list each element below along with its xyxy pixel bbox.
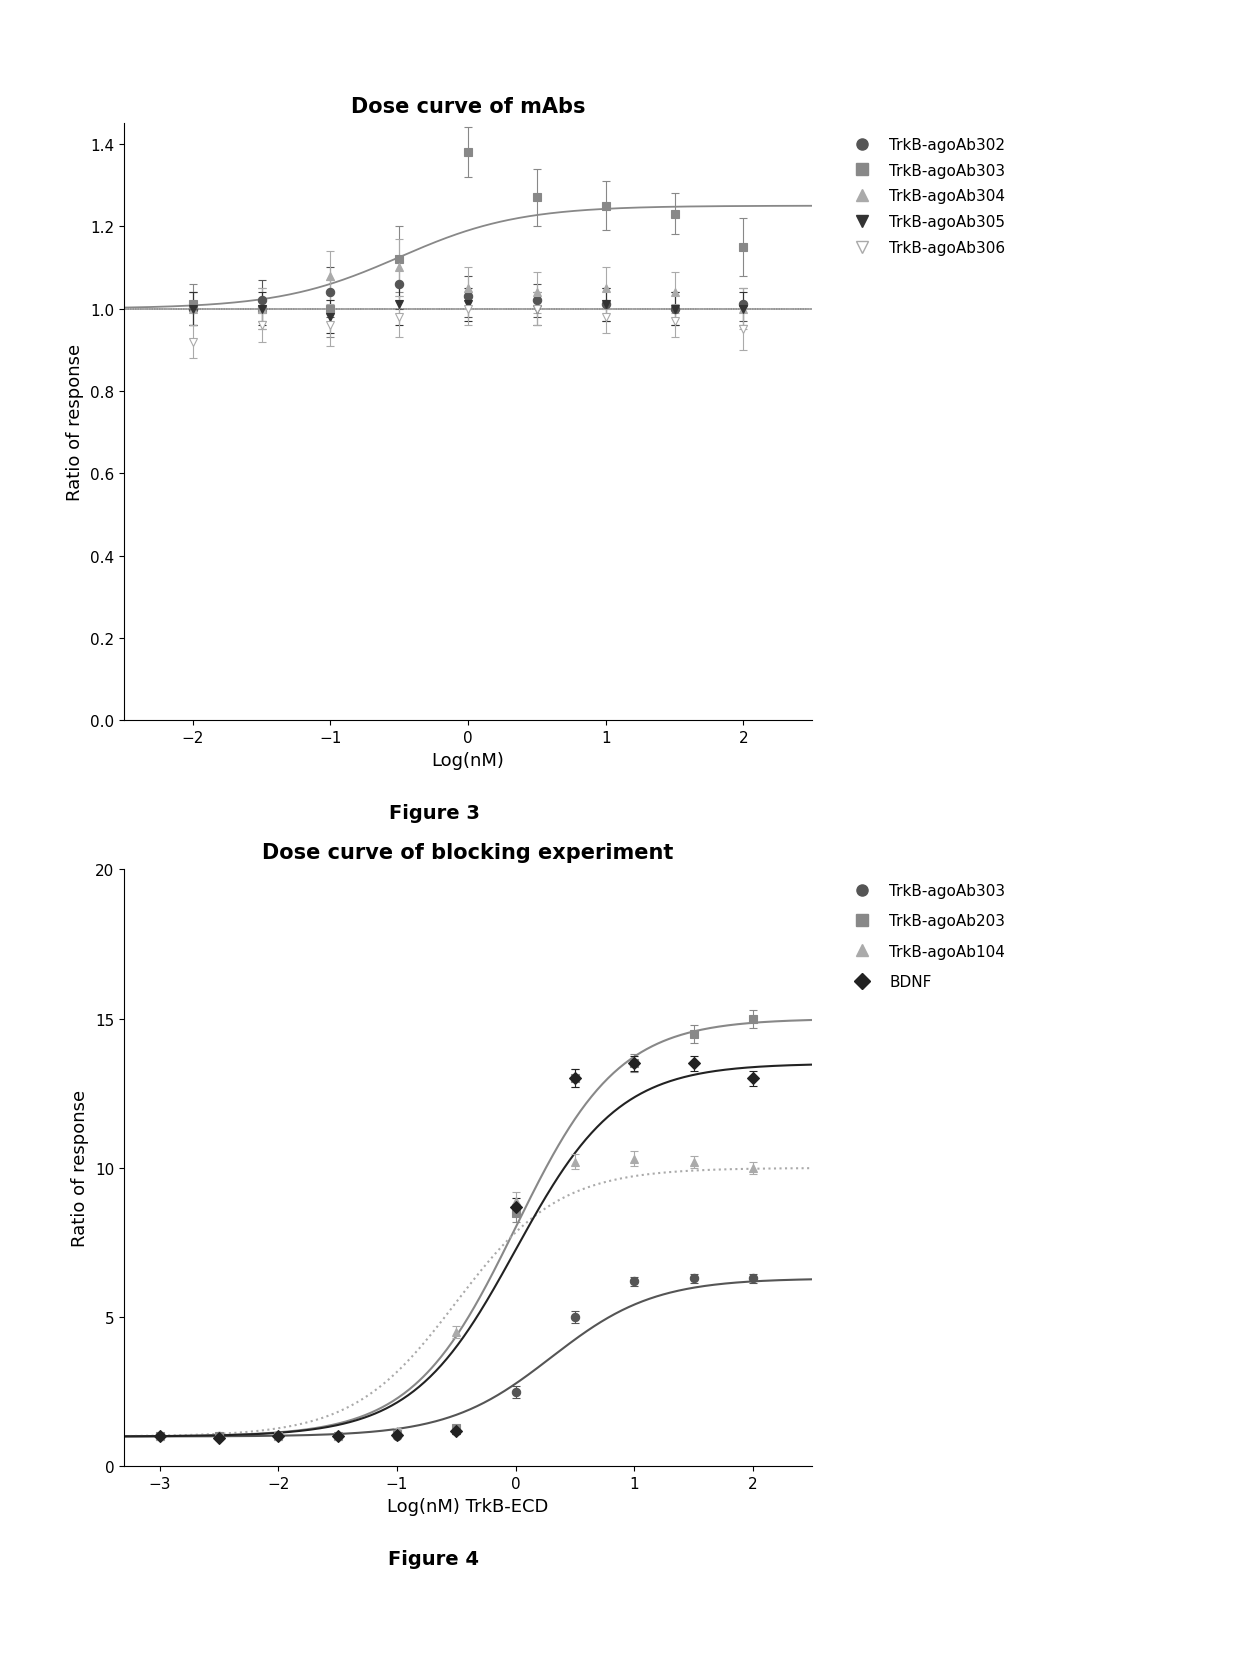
Y-axis label: Ratio of response: Ratio of response — [72, 1090, 89, 1246]
Title: Dose curve of mAbs: Dose curve of mAbs — [351, 98, 585, 118]
Legend: TrkB-agoAb303, TrkB-agoAb203, TrkB-agoAb104, BDNF: TrkB-agoAb303, TrkB-agoAb203, TrkB-agoAb… — [841, 878, 1012, 996]
Text: Figure 4: Figure 4 — [388, 1549, 480, 1568]
Title: Dose curve of blocking experiment: Dose curve of blocking experiment — [263, 843, 673, 863]
X-axis label: Log(nM): Log(nM) — [432, 751, 505, 769]
Y-axis label: Ratio of response: Ratio of response — [67, 345, 84, 500]
X-axis label: Log(nM) TrkB-ECD: Log(nM) TrkB-ECD — [387, 1496, 549, 1514]
Text: Figure 3: Figure 3 — [388, 804, 480, 822]
Legend: TrkB-agoAb302, TrkB-agoAb303, TrkB-agoAb304, TrkB-agoAb305, TrkB-agoAb306: TrkB-agoAb302, TrkB-agoAb303, TrkB-agoAb… — [841, 133, 1012, 262]
